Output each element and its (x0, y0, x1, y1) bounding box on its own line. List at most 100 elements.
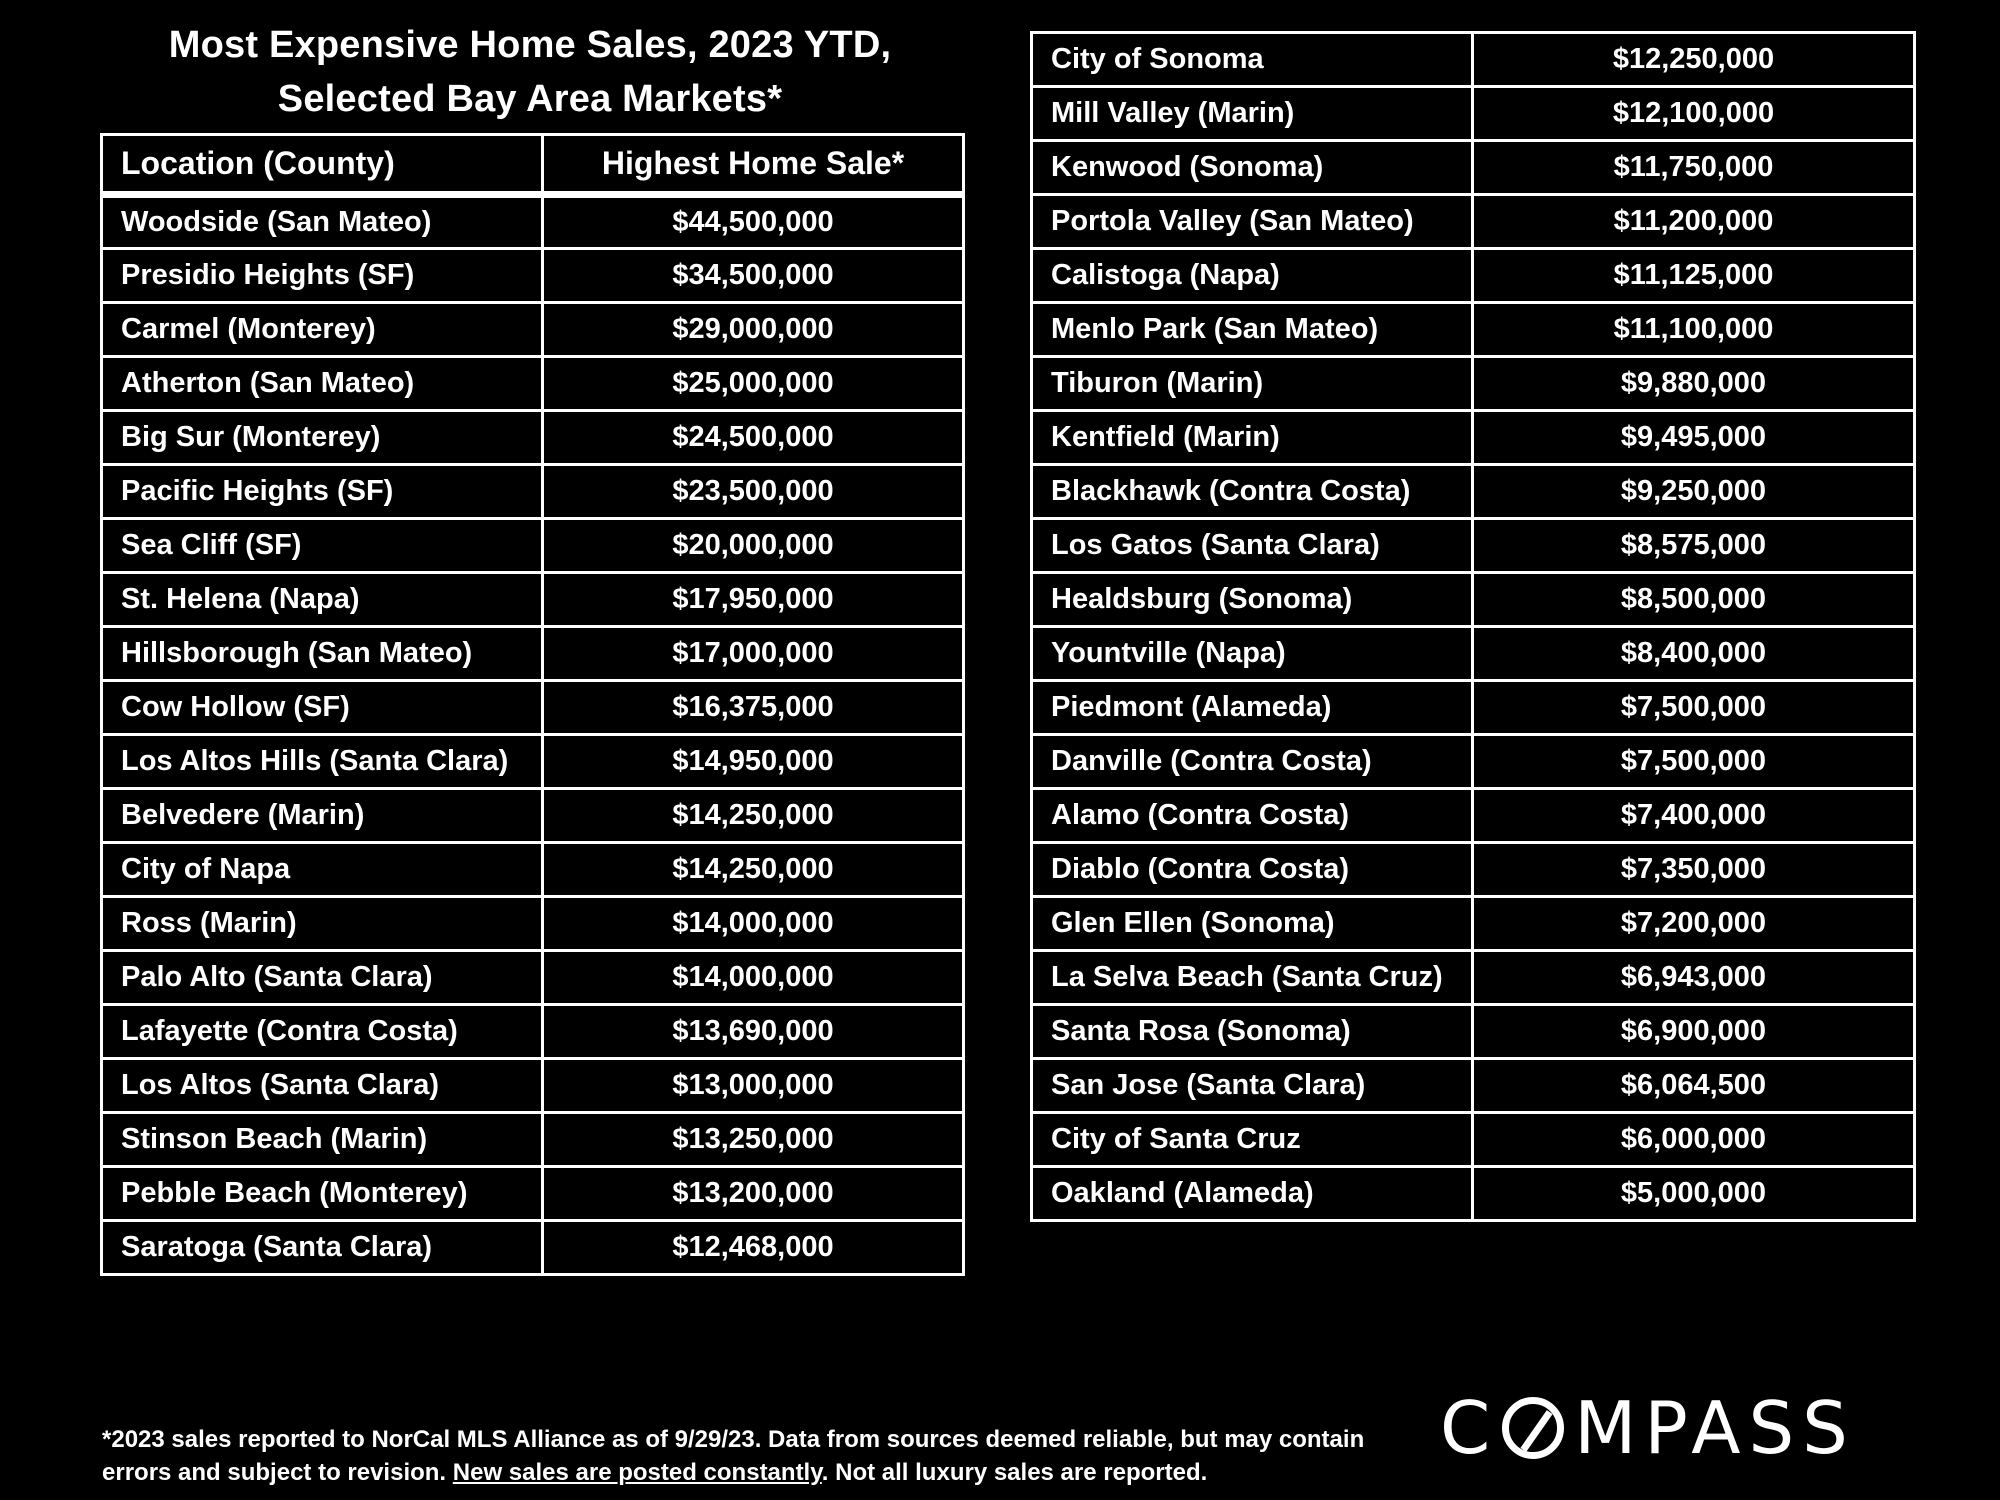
location-cell: Los Altos Hills (Santa Clara) (102, 735, 543, 789)
sale-price-cell: $6,064,500 (1473, 1059, 1915, 1113)
location-cell: Pacific Heights (SF) (102, 465, 543, 519)
location-cell: Menlo Park (San Mateo) (1032, 303, 1473, 357)
location-cell: Belvedere (Marin) (102, 789, 543, 843)
table-row: Los Gatos (Santa Clara) $8,575,000 (1032, 519, 1915, 573)
sale-price-cell: $29,000,000 (543, 303, 964, 357)
table-row: Sea Cliff (SF) $20,000,000 (102, 519, 964, 573)
location-cell: Big Sur (Monterey) (102, 411, 543, 465)
table-row: City of Sonoma $12,250,000 (1032, 33, 1915, 87)
table-row: Mill Valley (Marin) $12,100,000 (1032, 87, 1915, 141)
location-cell: Piedmont (Alameda) (1032, 681, 1473, 735)
sale-price-cell: $14,950,000 (543, 735, 964, 789)
table-row: Atherton (San Mateo) $25,000,000 (102, 357, 964, 411)
location-cell: Blackhawk (Contra Costa) (1032, 465, 1473, 519)
sale-price-cell: $6,000,000 (1473, 1113, 1915, 1167)
location-cell: Carmel (Monterey) (102, 303, 543, 357)
location-cell: Lafayette (Contra Costa) (102, 1005, 543, 1059)
table-row: Los Altos (Santa Clara) $13,000,000 (102, 1059, 964, 1113)
location-cell: La Selva Beach (Santa Cruz) (1032, 951, 1473, 1005)
sales-table-left: Location (County) Highest Home Sale* Woo… (100, 133, 965, 1276)
location-cell: Ross (Marin) (102, 897, 543, 951)
location-cell: Mill Valley (Marin) (1032, 87, 1473, 141)
location-cell: Saratoga (Santa Clara) (102, 1221, 543, 1275)
location-cell: Kentfield (Marin) (1032, 411, 1473, 465)
table-row: Lafayette (Contra Costa) $13,690,000 (102, 1005, 964, 1059)
table-row: Santa Rosa (Sonoma) $6,900,000 (1032, 1005, 1915, 1059)
header-location: Location (County) (102, 135, 543, 195)
table-row: Tiburon (Marin) $9,880,000 (1032, 357, 1915, 411)
location-cell: Santa Rosa (Sonoma) (1032, 1005, 1473, 1059)
location-cell: Presidio Heights (SF) (102, 249, 543, 303)
sale-price-cell: $17,950,000 (543, 573, 964, 627)
table-row: Oakland (Alameda) $5,000,000 (1032, 1167, 1915, 1221)
location-cell: St. Helena (Napa) (102, 573, 543, 627)
table-row: Presidio Heights (SF) $34,500,000 (102, 249, 964, 303)
table-row: Diablo (Contra Costa) $7,350,000 (1032, 843, 1915, 897)
sale-price-cell: $7,500,000 (1473, 735, 1915, 789)
header-highest-sale: Highest Home Sale* (543, 135, 964, 195)
location-cell: Cow Hollow (SF) (102, 681, 543, 735)
sale-price-cell: $11,125,000 (1473, 249, 1915, 303)
location-cell: Alamo (Contra Costa) (1032, 789, 1473, 843)
table-row: San Jose (Santa Clara) $6,064,500 (1032, 1059, 1915, 1113)
location-cell: Oakland (Alameda) (1032, 1167, 1473, 1221)
sale-price-cell: $24,500,000 (543, 411, 964, 465)
location-cell: Danville (Contra Costa) (1032, 735, 1473, 789)
location-cell: Yountville (Napa) (1032, 627, 1473, 681)
compass-logo: C MPASS (1440, 1388, 1900, 1468)
sale-price-cell: $14,000,000 (543, 897, 964, 951)
location-cell: Woodside (San Mateo) (102, 195, 543, 249)
sale-price-cell: $34,500,000 (543, 249, 964, 303)
sale-price-cell: $12,468,000 (543, 1221, 964, 1275)
table-row: City of Santa Cruz $6,000,000 (1032, 1113, 1915, 1167)
sale-price-cell: $20,000,000 (543, 519, 964, 573)
location-cell: San Jose (Santa Clara) (1032, 1059, 1473, 1113)
page-title: Most Expensive Home Sales, 2023 YTD, Sel… (100, 18, 960, 126)
sale-price-cell: $6,943,000 (1473, 951, 1915, 1005)
table-row: Kentfield (Marin) $9,495,000 (1032, 411, 1915, 465)
sale-price-cell: $25,000,000 (543, 357, 964, 411)
sale-price-cell: $8,575,000 (1473, 519, 1915, 573)
table-row: Saratoga (Santa Clara) $12,468,000 (102, 1221, 964, 1275)
sale-price-cell: $6,900,000 (1473, 1005, 1915, 1059)
sale-price-cell: $11,100,000 (1473, 303, 1915, 357)
table-row: Menlo Park (San Mateo) $11,100,000 (1032, 303, 1915, 357)
table-row: Hillsborough (San Mateo) $17,000,000 (102, 627, 964, 681)
sale-price-cell: $7,350,000 (1473, 843, 1915, 897)
sale-price-cell: $13,250,000 (543, 1113, 964, 1167)
location-cell: Glen Ellen (Sonoma) (1032, 897, 1473, 951)
table-row: Cow Hollow (SF) $16,375,000 (102, 681, 964, 735)
table-row: Pacific Heights (SF) $23,500,000 (102, 465, 964, 519)
table-row: Blackhawk (Contra Costa) $9,250,000 (1032, 465, 1915, 519)
sale-price-cell: $9,880,000 (1473, 357, 1915, 411)
location-cell: Portola Valley (San Mateo) (1032, 195, 1473, 249)
table-row: City of Napa $14,250,000 (102, 843, 964, 897)
location-cell: Diablo (Contra Costa) (1032, 843, 1473, 897)
sale-price-cell: $9,495,000 (1473, 411, 1915, 465)
table-row: Yountville (Napa) $8,400,000 (1032, 627, 1915, 681)
table-row: Healdsburg (Sonoma) $8,500,000 (1032, 573, 1915, 627)
location-cell: Tiburon (Marin) (1032, 357, 1473, 411)
sale-price-cell: $7,200,000 (1473, 897, 1915, 951)
table-row: Los Altos Hills (Santa Clara) $14,950,000 (102, 735, 964, 789)
table-row: Ross (Marin) $14,000,000 (102, 897, 964, 951)
sale-price-cell: $8,500,000 (1473, 573, 1915, 627)
footnote: *2023 sales reported to NorCal MLS Allia… (102, 1423, 1382, 1489)
location-cell: Los Altos (Santa Clara) (102, 1059, 543, 1113)
location-cell: City of Sonoma (1032, 33, 1473, 87)
sale-price-cell: $12,250,000 (1473, 33, 1915, 87)
table-row: Palo Alto (Santa Clara) $14,000,000 (102, 951, 964, 1005)
table-row: Belvedere (Marin) $14,250,000 (102, 789, 964, 843)
location-cell: Kenwood (Sonoma) (1032, 141, 1473, 195)
location-cell: Healdsburg (Sonoma) (1032, 573, 1473, 627)
sale-price-cell: $14,000,000 (543, 951, 964, 1005)
location-cell: Atherton (San Mateo) (102, 357, 543, 411)
location-cell: Pebble Beach (Monterey) (102, 1167, 543, 1221)
logo-letter-c: C (1440, 1386, 1498, 1470)
location-cell: City of Napa (102, 843, 543, 897)
table-row: Stinson Beach (Marin) $13,250,000 (102, 1113, 964, 1167)
sale-price-cell: $23,500,000 (543, 465, 964, 519)
table-row: Kenwood (Sonoma) $11,750,000 (1032, 141, 1915, 195)
sale-price-cell: $14,250,000 (543, 843, 964, 897)
table-row: Piedmont (Alameda) $7,500,000 (1032, 681, 1915, 735)
